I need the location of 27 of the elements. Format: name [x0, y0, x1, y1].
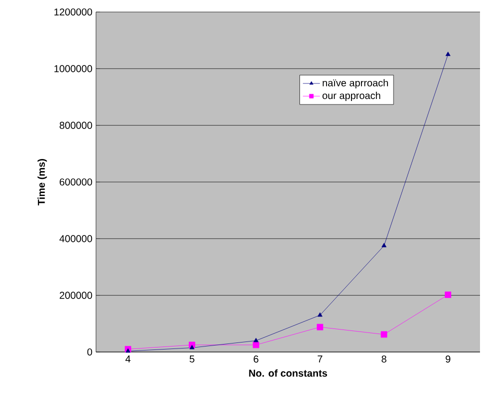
point — [446, 52, 450, 56]
point — [252, 342, 260, 348]
y-tick-label: 1200000 — [54, 8, 92, 16]
x-tick-label: 8 — [382, 356, 386, 363]
x-tick-label: 7 — [318, 356, 322, 362]
x-tick-label: 6 — [254, 356, 258, 363]
legend-label: our approach — [322, 92, 380, 102]
y-axis-title: Time (ms) — [38, 159, 47, 206]
x-tick-label: 4 — [125, 356, 130, 362]
point — [444, 292, 452, 298]
point — [316, 324, 324, 330]
legend-label: naïve aprroach — [322, 79, 388, 88]
x-tick-label: 5 — [190, 356, 194, 362]
x-axis-title: No. of constants — [249, 369, 328, 377]
y-tick-label: 400000 — [59, 235, 92, 242]
point — [380, 331, 388, 338]
point — [126, 348, 130, 353]
x-tick-label: 9 — [446, 356, 450, 363]
y-tick-label: 200000 — [60, 292, 92, 299]
y-tick-label: 1000000 — [54, 65, 92, 72]
point — [190, 344, 194, 350]
point — [382, 242, 386, 248]
point — [254, 338, 258, 342]
y-tick-label: 0 — [87, 348, 92, 356]
point — [318, 312, 322, 317]
y-tick-label: 800000 — [60, 122, 92, 129]
y-tick-label: 600000 — [60, 178, 92, 186]
